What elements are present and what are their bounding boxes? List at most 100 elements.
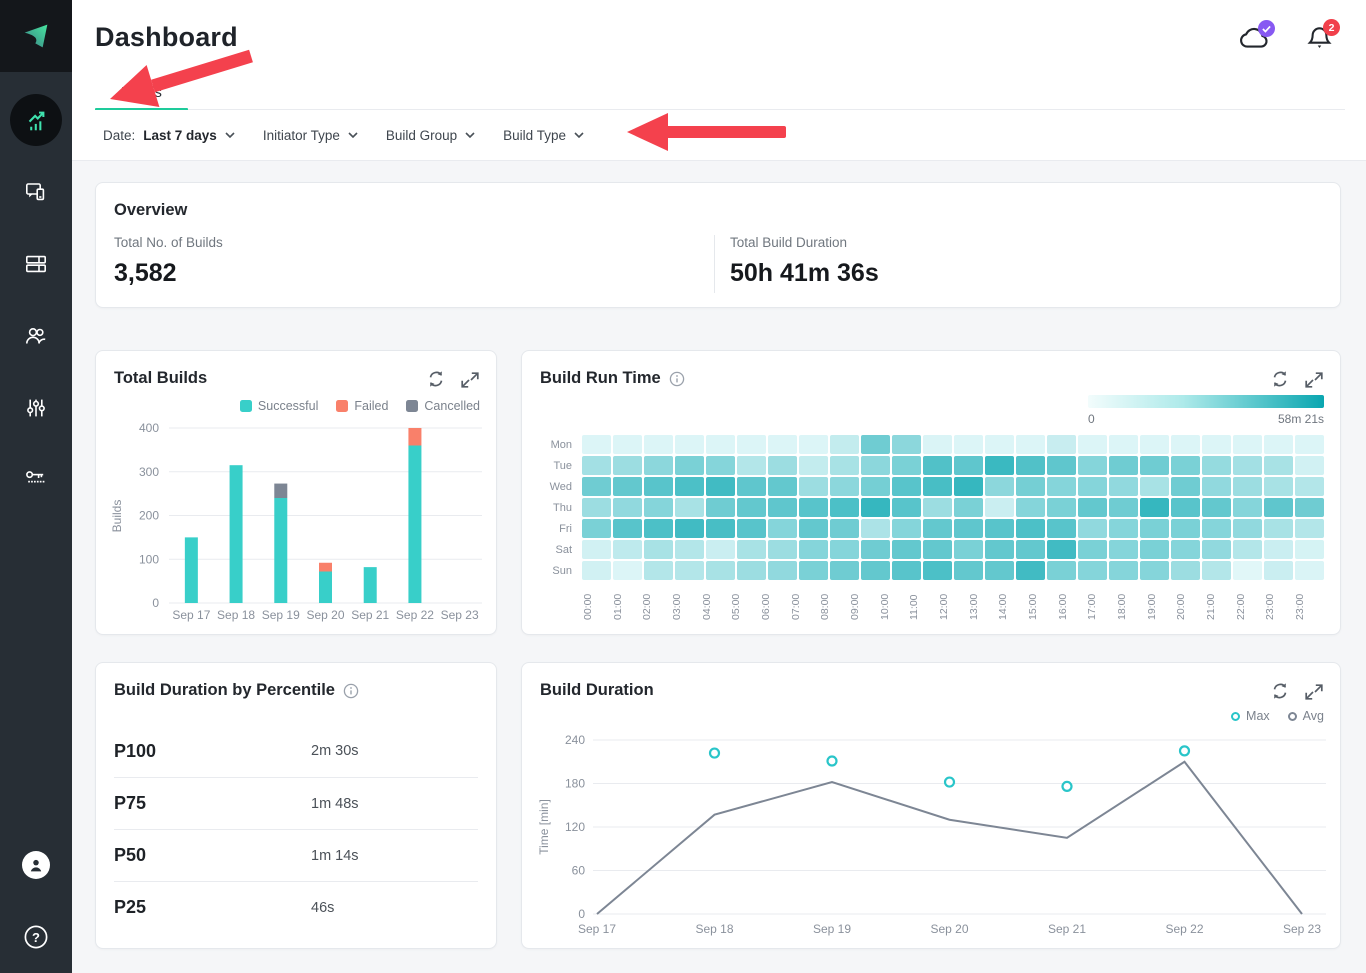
heat-cell[interactable] bbox=[1016, 498, 1045, 517]
heat-cell[interactable] bbox=[1295, 519, 1324, 538]
heat-cell[interactable] bbox=[923, 540, 952, 559]
heat-cell[interactable] bbox=[644, 561, 673, 580]
heat-cell[interactable] bbox=[706, 498, 735, 517]
heat-cell[interactable] bbox=[613, 477, 642, 496]
heat-cell[interactable] bbox=[861, 519, 890, 538]
heat-cell[interactable] bbox=[1078, 435, 1107, 454]
heat-cell[interactable] bbox=[923, 519, 952, 538]
heat-cell[interactable] bbox=[768, 519, 797, 538]
heat-cell[interactable] bbox=[830, 561, 859, 580]
heat-cell[interactable] bbox=[1264, 456, 1293, 475]
heat-cell[interactable] bbox=[830, 477, 859, 496]
heat-cell[interactable] bbox=[1202, 435, 1231, 454]
heat-cell[interactable] bbox=[830, 435, 859, 454]
heat-cell[interactable] bbox=[1016, 456, 1045, 475]
heat-cell[interactable] bbox=[892, 540, 921, 559]
heat-cell[interactable] bbox=[954, 498, 983, 517]
heat-cell[interactable] bbox=[1078, 519, 1107, 538]
heat-cell[interactable] bbox=[644, 540, 673, 559]
heat-cell[interactable] bbox=[1295, 435, 1324, 454]
heat-cell[interactable] bbox=[1047, 519, 1076, 538]
heat-cell[interactable] bbox=[892, 498, 921, 517]
heat-cell[interactable] bbox=[706, 561, 735, 580]
heat-cell[interactable] bbox=[1047, 540, 1076, 559]
heat-cell[interactable] bbox=[613, 456, 642, 475]
heat-cell[interactable] bbox=[1264, 498, 1293, 517]
sidebar-item-api-keys[interactable] bbox=[24, 466, 48, 490]
heat-cell[interactable] bbox=[830, 519, 859, 538]
heat-cell[interactable] bbox=[923, 477, 952, 496]
heat-cell[interactable] bbox=[1202, 540, 1231, 559]
sidebar-item-insights[interactable] bbox=[10, 94, 62, 146]
heat-cell[interactable] bbox=[985, 435, 1014, 454]
heat-cell[interactable] bbox=[1202, 456, 1231, 475]
heat-cell[interactable] bbox=[1109, 498, 1138, 517]
heat-cell[interactable] bbox=[1233, 519, 1262, 538]
heat-cell[interactable] bbox=[675, 540, 704, 559]
info-icon[interactable] bbox=[669, 371, 685, 387]
heat-cell[interactable] bbox=[861, 498, 890, 517]
heat-cell[interactable] bbox=[1171, 477, 1200, 496]
heat-cell[interactable] bbox=[768, 435, 797, 454]
heat-cell[interactable] bbox=[1264, 561, 1293, 580]
heat-cell[interactable] bbox=[892, 561, 921, 580]
heat-cell[interactable] bbox=[954, 519, 983, 538]
heat-cell[interactable] bbox=[1295, 561, 1324, 580]
heat-cell[interactable] bbox=[1171, 456, 1200, 475]
heat-cell[interactable] bbox=[830, 498, 859, 517]
heat-cell[interactable] bbox=[985, 561, 1014, 580]
heat-cell[interactable] bbox=[675, 435, 704, 454]
info-icon[interactable] bbox=[343, 683, 359, 699]
heat-cell[interactable] bbox=[1140, 477, 1169, 496]
heat-cell[interactable] bbox=[1109, 477, 1138, 496]
heat-cell[interactable] bbox=[582, 498, 611, 517]
heat-cell[interactable] bbox=[1109, 456, 1138, 475]
heat-cell[interactable] bbox=[861, 477, 890, 496]
heat-cell[interactable] bbox=[985, 498, 1014, 517]
heat-cell[interactable] bbox=[737, 477, 766, 496]
app-logo[interactable] bbox=[0, 0, 72, 72]
heat-cell[interactable] bbox=[1109, 540, 1138, 559]
cloud-sync-button[interactable] bbox=[1238, 24, 1278, 58]
filter-build-type[interactable]: Build Type bbox=[503, 128, 584, 143]
heat-cell[interactable] bbox=[799, 456, 828, 475]
heat-cell[interactable] bbox=[1078, 477, 1107, 496]
sidebar-item-dashboards[interactable] bbox=[24, 252, 48, 276]
heat-cell[interactable] bbox=[830, 456, 859, 475]
heat-cell[interactable] bbox=[1171, 435, 1200, 454]
heat-cell[interactable] bbox=[1140, 498, 1169, 517]
heat-cell[interactable] bbox=[1171, 519, 1200, 538]
heat-cell[interactable] bbox=[768, 561, 797, 580]
heat-cell[interactable] bbox=[1016, 561, 1045, 580]
heat-cell[interactable] bbox=[706, 477, 735, 496]
notifications-button[interactable]: 2 bbox=[1306, 24, 1342, 58]
heat-cell[interactable] bbox=[1109, 435, 1138, 454]
heat-cell[interactable] bbox=[1233, 477, 1262, 496]
heat-cell[interactable] bbox=[644, 519, 673, 538]
heat-cell[interactable] bbox=[1047, 477, 1076, 496]
heat-cell[interactable] bbox=[675, 561, 704, 580]
max-point[interactable] bbox=[1180, 746, 1189, 755]
heat-cell[interactable] bbox=[1171, 561, 1200, 580]
heat-cell[interactable] bbox=[954, 540, 983, 559]
heat-cell[interactable] bbox=[1109, 561, 1138, 580]
heat-cell[interactable] bbox=[1295, 540, 1324, 559]
heat-cell[interactable] bbox=[954, 435, 983, 454]
user-avatar[interactable] bbox=[22, 851, 50, 879]
heat-cell[interactable] bbox=[737, 519, 766, 538]
heat-cell[interactable] bbox=[1295, 456, 1324, 475]
heat-cell[interactable] bbox=[675, 477, 704, 496]
heat-cell[interactable] bbox=[1233, 540, 1262, 559]
max-point[interactable] bbox=[710, 749, 719, 758]
heat-cell[interactable] bbox=[768, 540, 797, 559]
filter-build-group[interactable]: Build Group bbox=[386, 128, 475, 143]
max-point[interactable] bbox=[1063, 782, 1072, 791]
heat-cell[interactable] bbox=[737, 540, 766, 559]
heat-cell[interactable] bbox=[582, 540, 611, 559]
heat-cell[interactable] bbox=[923, 498, 952, 517]
heat-cell[interactable] bbox=[1264, 435, 1293, 454]
heat-cell[interactable] bbox=[861, 540, 890, 559]
heat-cell[interactable] bbox=[1047, 456, 1076, 475]
heat-cell[interactable] bbox=[954, 456, 983, 475]
heat-cell[interactable] bbox=[737, 498, 766, 517]
